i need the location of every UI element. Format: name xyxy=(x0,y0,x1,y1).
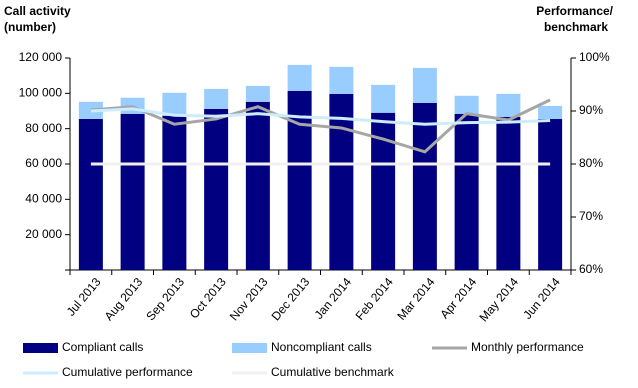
bar-segment xyxy=(287,64,312,91)
bar-segment xyxy=(371,84,396,113)
bar-segment xyxy=(496,93,521,117)
bar-segment xyxy=(454,113,479,271)
bar-segment xyxy=(329,93,354,270)
x-tick-label: Mar 2014 xyxy=(394,275,438,323)
bar-segment xyxy=(204,108,229,270)
y2-tick-label: 70% xyxy=(579,209,603,223)
legend-swatch xyxy=(23,343,58,353)
bar-segment xyxy=(329,66,354,94)
y2-tick-label: 90% xyxy=(579,103,603,117)
y-title-line: Call activity xyxy=(4,4,71,18)
y-tick-label: 100 000 xyxy=(19,86,63,100)
bar-segment xyxy=(245,85,270,102)
y2-tick-label: 60% xyxy=(579,262,603,276)
x-tick-label: Sep 2013 xyxy=(143,275,187,324)
bar-segment xyxy=(538,118,563,270)
x-tick-label: Jan 2014 xyxy=(312,275,355,322)
bar-segment xyxy=(162,92,187,116)
bar-segment xyxy=(454,95,479,114)
x-tick-label: Jun 2014 xyxy=(520,275,563,322)
bar-segment xyxy=(162,115,187,271)
legend-label: Noncompliant calls xyxy=(271,340,372,354)
y-tick-label: 20 000 xyxy=(25,227,62,241)
bar-segment xyxy=(78,118,103,270)
legend-label: Cumulative performance xyxy=(62,365,193,379)
line xyxy=(90,107,551,126)
y2-tick-label: 100% xyxy=(579,50,610,64)
bar-segment xyxy=(204,88,229,109)
bar-segment xyxy=(538,105,563,119)
bar-segment xyxy=(412,67,437,103)
x-tick-label: Feb 2014 xyxy=(353,275,397,323)
legend-label: Cumulative benchmark xyxy=(271,365,395,379)
x-tick-label: Jul 2013 xyxy=(64,275,104,319)
y2-title-line: benchmark xyxy=(544,20,608,34)
y-tick-label: 40 000 xyxy=(25,192,62,206)
y-tick-label: 80 000 xyxy=(25,121,62,135)
legend-label: Monthly performance xyxy=(471,340,584,354)
y2-tick-label: 80% xyxy=(579,156,603,170)
x-tick-label: Aug 2013 xyxy=(102,275,146,324)
legend-label: Compliant calls xyxy=(62,340,143,354)
x-tick-label: May 2014 xyxy=(477,275,522,325)
bar-segment xyxy=(412,102,437,270)
line xyxy=(90,98,551,154)
bar-segment xyxy=(120,113,145,271)
y-tick-label: 60 000 xyxy=(25,156,62,170)
y-title-line: (number) xyxy=(4,20,56,34)
bar-segment xyxy=(496,116,521,270)
legend-swatch xyxy=(232,343,267,353)
y-tick-label: 120 000 xyxy=(19,50,63,64)
x-tick-label: Oct 2013 xyxy=(187,275,229,322)
x-tick-label: Apr 2014 xyxy=(437,275,479,322)
y2-title-line: Performance/ xyxy=(536,4,613,18)
x-tick-label: Dec 2013 xyxy=(269,275,313,324)
x-tick-label: Nov 2013 xyxy=(227,275,271,324)
bar-segment xyxy=(245,101,270,271)
